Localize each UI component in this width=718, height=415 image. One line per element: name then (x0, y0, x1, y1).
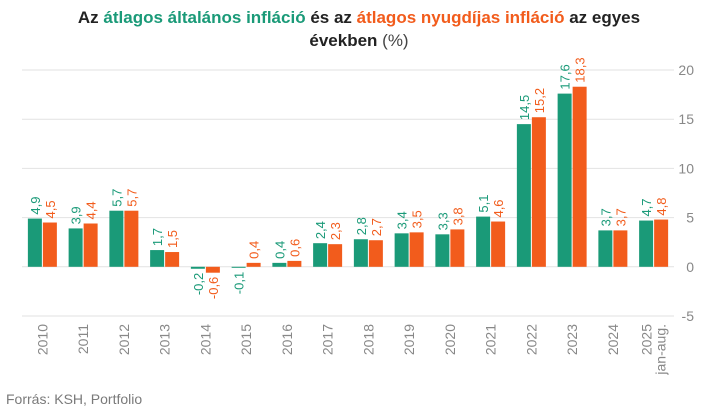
value-label-pension: 3,5 (410, 210, 425, 228)
x-tick-label: 2014 (197, 324, 213, 355)
bar-general (231, 266, 246, 268)
bar-pension (124, 210, 139, 267)
value-label-pension: -0,6 (206, 277, 221, 299)
value-label-pension: 3,7 (613, 208, 628, 226)
chart-title: Az átlagos általános infláció és az átla… (0, 6, 718, 52)
bar-general (394, 233, 409, 267)
bar-pension (531, 117, 546, 267)
x-tick-label: jan-aug. (653, 324, 669, 376)
bar-pension (328, 244, 343, 267)
bar-general (27, 218, 42, 267)
bar-pension (491, 221, 506, 267)
bar-pension (654, 219, 669, 267)
y-tick-label: 0 (686, 259, 694, 275)
value-label-pension: 4,6 (491, 199, 506, 217)
x-tick-label: 2021 (483, 324, 499, 355)
bar-general (150, 250, 165, 267)
bar-pension (205, 266, 220, 273)
value-label-pension: 5,7 (124, 189, 139, 207)
x-tick-label: 2024 (605, 324, 621, 355)
bar-pension (42, 222, 57, 267)
x-tick-label: 2022 (523, 324, 539, 355)
value-label-general: 0,4 (272, 241, 287, 259)
value-label-pension: 1,5 (165, 230, 180, 248)
value-label-pension: 15,2 (532, 88, 547, 113)
value-label-pension: 0,4 (247, 241, 262, 259)
bar-general (639, 220, 654, 267)
x-tick-label: 2025 (639, 324, 655, 355)
y-tick-label: 15 (678, 111, 694, 127)
source-note: Forrás: KSH, Portfolio (6, 391, 143, 407)
bar-pension (409, 232, 424, 267)
title-general-series: átlagos általános infláció (103, 8, 306, 27)
title-line-2: években (%) (0, 29, 718, 52)
bar-pension (165, 252, 180, 267)
x-tick-label: 2020 (442, 324, 458, 355)
value-label-pension: 0,6 (287, 239, 302, 257)
bar-general (353, 239, 368, 267)
title-line-2-text: években (309, 31, 378, 50)
bar-pension (450, 229, 465, 267)
bar-general (109, 210, 124, 267)
bar-pension (572, 86, 587, 267)
value-label-pension: 3,8 (450, 207, 465, 225)
bar-general (190, 266, 205, 269)
value-label-pension: 4,5 (43, 200, 58, 218)
bar-general (272, 262, 287, 267)
x-tick-label: 2015 (238, 324, 254, 355)
title-part-2: és az (310, 8, 352, 27)
value-label-general: -0,2 (191, 273, 206, 295)
x-tick-label: 2010 (34, 324, 50, 355)
x-tick-label: 2019 (401, 324, 417, 355)
title-unit: (%) (382, 31, 409, 50)
value-label-general: 5,7 (109, 189, 124, 207)
x-tick-label: 2017 (320, 324, 336, 355)
value-label-general: -0,1 (232, 272, 247, 294)
bar-general (516, 124, 531, 267)
bar-general (598, 230, 613, 267)
value-label-general: 3,9 (69, 206, 84, 224)
bar-general (313, 243, 328, 267)
x-tick-label: 2018 (360, 324, 376, 355)
value-label-general: 5,1 (476, 195, 491, 213)
bar-pension (246, 262, 261, 267)
value-label-pension: 18,3 (573, 57, 588, 82)
bar-general (476, 216, 491, 267)
value-label-general: 3,7 (598, 208, 613, 226)
x-tick-label: 2012 (116, 324, 132, 355)
x-tick-label: 2013 (157, 324, 173, 355)
value-label-pension: 4,8 (654, 197, 669, 215)
y-tick-label: 20 (678, 62, 694, 78)
value-label-general: 17,6 (558, 64, 573, 89)
y-tick-label: -5 (682, 308, 695, 324)
title-pension-series: átlagos nyugdíjas infláció (356, 8, 565, 27)
value-label-pension: 2,3 (328, 222, 343, 240)
value-label-general: 3,3 (435, 212, 450, 230)
value-label-general: 4,9 (28, 197, 43, 215)
value-label-general: 4,7 (639, 198, 654, 216)
bar-general (557, 93, 572, 267)
y-tick-label: 5 (686, 210, 694, 226)
bar-general (68, 228, 83, 267)
x-tick-label: 2016 (279, 324, 295, 355)
value-label-general: 2,4 (313, 221, 328, 239)
value-label-pension: 4,4 (84, 201, 99, 219)
title-line-1: Az átlagos általános infláció és az átla… (0, 6, 718, 29)
value-label-general: 14,5 (517, 95, 532, 120)
x-tick-label: 2023 (564, 324, 580, 355)
title-part-1: Az (77, 8, 99, 27)
value-label-general: 1,7 (150, 228, 165, 246)
value-label-pension: 2,7 (369, 218, 384, 236)
bar-pension (83, 223, 98, 267)
x-tick-label: 2011 (75, 324, 91, 354)
value-label-general: 2,8 (354, 217, 369, 235)
bar-pension (368, 240, 383, 267)
value-label-general: 3,4 (395, 211, 410, 229)
bar-general (435, 234, 450, 267)
bar-pension (287, 260, 302, 267)
bar-pension (613, 230, 628, 267)
y-tick-label: 10 (678, 160, 694, 176)
title-part-3: az egyes (569, 8, 641, 27)
